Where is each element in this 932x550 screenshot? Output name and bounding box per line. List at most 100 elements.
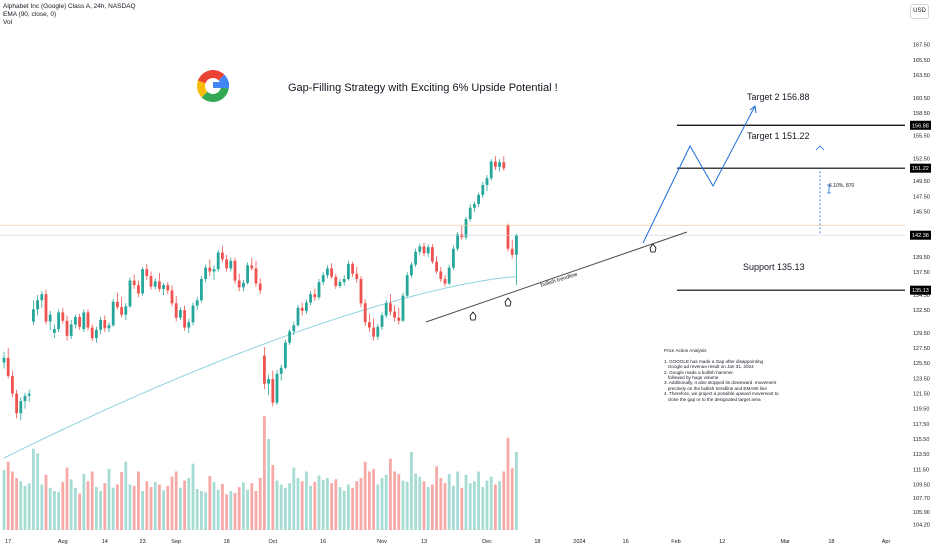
ema90-path [3, 276, 517, 459]
google-logo-arc [197, 70, 225, 84]
volume-bar [389, 458, 392, 530]
volume-bar [452, 485, 455, 530]
google-logo-bar [213, 82, 229, 88]
candle-body [422, 246, 426, 254]
volume-bar [473, 481, 476, 530]
currency-button[interactable]: USD [910, 4, 929, 19]
volume-bar [69, 479, 73, 530]
symbol-title: Alphabet Inc (Google) Class A, 24h, NASD… [3, 3, 136, 10]
x-tick-label: 2024 [573, 539, 585, 545]
volume-bar [36, 453, 39, 530]
volume-bar [351, 487, 354, 530]
candle-body [141, 269, 144, 294]
candle-body [473, 203, 476, 208]
volume-bar [170, 476, 174, 530]
candle-body [86, 312, 90, 328]
y-tick-label: 127.50 [913, 346, 930, 352]
candle-body [456, 234, 459, 249]
x-tick-label: 12 [719, 539, 725, 545]
volume-bar [267, 439, 270, 530]
x-tick-label: 14 [102, 539, 108, 545]
candle-body [443, 279, 447, 284]
volume-bar [342, 491, 346, 530]
volume-bar [326, 478, 329, 530]
volume-bar [489, 476, 493, 530]
candle-body [477, 194, 480, 204]
y-tick-label: 158.50 [913, 111, 930, 117]
y-tick-label: 139.50 [913, 255, 930, 261]
volume-bar [53, 491, 56, 530]
volume-indicator-label[interactable]: Vol [3, 19, 13, 26]
volume-bar [132, 485, 136, 530]
candle-body [132, 280, 136, 286]
y-tick-label: 123.50 [913, 376, 930, 382]
candle-body [393, 311, 396, 318]
candle-body [65, 320, 69, 336]
volume-bar [506, 437, 510, 530]
volume-bar [292, 467, 296, 530]
volume-bar [40, 484, 44, 530]
x-tick-label: Apr [882, 539, 891, 545]
candle-body [405, 275, 409, 296]
measure-arrow [815, 145, 825, 151]
volume-bar [275, 480, 279, 530]
volume-bar [78, 493, 81, 530]
ema-indicator-label[interactable]: EMA (90, close, 0) [3, 11, 57, 18]
candle-body [431, 247, 434, 262]
volume-bar [15, 478, 18, 530]
candle-body [208, 267, 212, 272]
volume-bar [321, 479, 325, 530]
volume-bar [19, 481, 23, 530]
volume-bar [271, 465, 275, 530]
y-tick-label: 119.50 [913, 407, 929, 413]
candle-body [124, 306, 128, 315]
candle-body [267, 379, 270, 384]
ema90-line [3, 276, 517, 459]
x-tick-label: Dec [482, 539, 492, 545]
y-tick-label: 105.90 [913, 510, 930, 516]
y-tick-label: 107.70 [913, 496, 930, 502]
candle-body [481, 185, 485, 195]
target2-label: Target 2 156.88 [747, 92, 810, 102]
y-tick-label: 129.50 [913, 331, 930, 337]
candle-body [510, 248, 514, 255]
candle-body [439, 271, 443, 280]
candle-body [296, 307, 300, 326]
candle-body [498, 162, 501, 167]
pointer-hand-icon [469, 311, 477, 321]
volume-bar [195, 489, 199, 530]
volume-bar [141, 491, 144, 530]
candle-body [179, 310, 182, 318]
volume-bar [347, 484, 350, 530]
candle-body [27, 393, 31, 396]
candle-body [99, 319, 102, 330]
volume-bar [250, 483, 254, 530]
candle-body [53, 329, 56, 333]
volume-bar [305, 471, 308, 530]
volume-bar [334, 479, 338, 530]
volume-bar [82, 474, 86, 530]
candle-body [326, 268, 329, 276]
candle-body [305, 302, 308, 311]
volume-bar [6, 461, 10, 530]
candle-body [334, 276, 338, 286]
measure-label: 6.10%, 870 [829, 183, 855, 189]
volume-bar [27, 483, 31, 530]
candle-body [36, 300, 39, 310]
candle-body [258, 283, 262, 291]
bullish-trendline [425, 231, 688, 323]
candle-body [372, 327, 375, 337]
volume-bar [237, 487, 241, 530]
volume-bar [149, 487, 153, 530]
candle-body [368, 322, 371, 328]
candle-body [191, 305, 195, 323]
candle-body [162, 285, 165, 289]
candle-body [380, 315, 384, 327]
volume-bar [153, 481, 157, 530]
candle-body [313, 294, 317, 298]
candle-body [174, 303, 178, 318]
volume-bar [296, 478, 300, 530]
volume-bar [111, 487, 115, 530]
volume-bar [401, 480, 405, 530]
